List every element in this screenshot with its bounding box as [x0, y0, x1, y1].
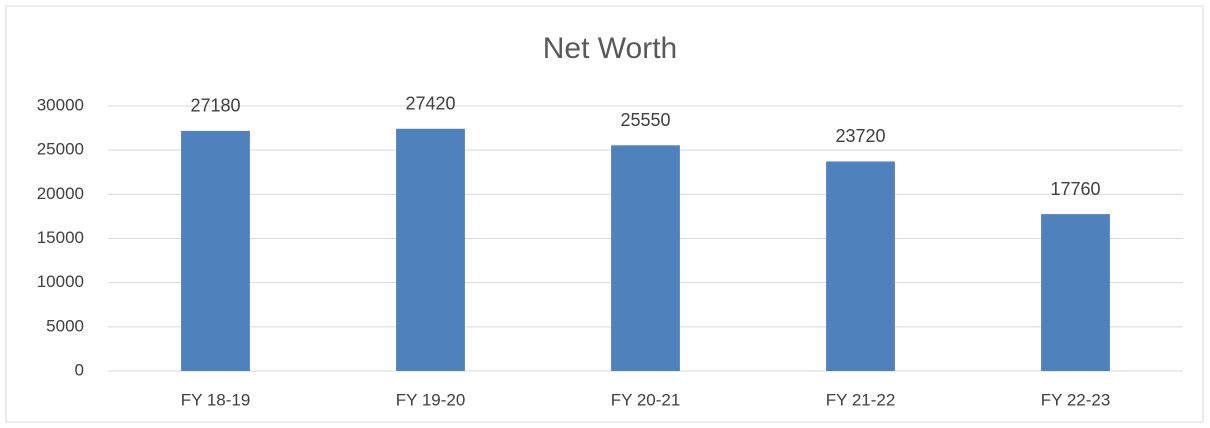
y-tick-label: 30000 — [37, 95, 84, 114]
y-tick-label: 15000 — [37, 228, 84, 247]
y-tick-label: 20000 — [37, 184, 84, 203]
x-tick-label: FY 22-23 — [1041, 390, 1111, 409]
y-tick-label: 5000 — [46, 316, 84, 335]
bar — [826, 161, 895, 371]
x-tick-label: FY 19-20 — [396, 390, 466, 409]
chart-title: Net Worth — [543, 32, 678, 65]
value-label: 25550 — [620, 110, 670, 130]
y-tick-label: 0 — [75, 360, 84, 379]
value-label: 27180 — [190, 96, 240, 116]
x-tick-label: FY 21-22 — [826, 390, 896, 409]
bar — [611, 145, 680, 371]
bar — [181, 130, 250, 371]
x-tick-label: FY 18-19 — [181, 390, 251, 409]
y-tick-label: 10000 — [37, 272, 84, 291]
x-tick-label: FY 20-21 — [611, 390, 681, 409]
bar — [1041, 214, 1110, 371]
value-label: 23720 — [835, 126, 885, 146]
bar — [396, 128, 465, 371]
y-tick-label: 25000 — [37, 140, 84, 159]
value-label: 17760 — [1050, 179, 1100, 199]
value-label: 27420 — [405, 94, 455, 114]
